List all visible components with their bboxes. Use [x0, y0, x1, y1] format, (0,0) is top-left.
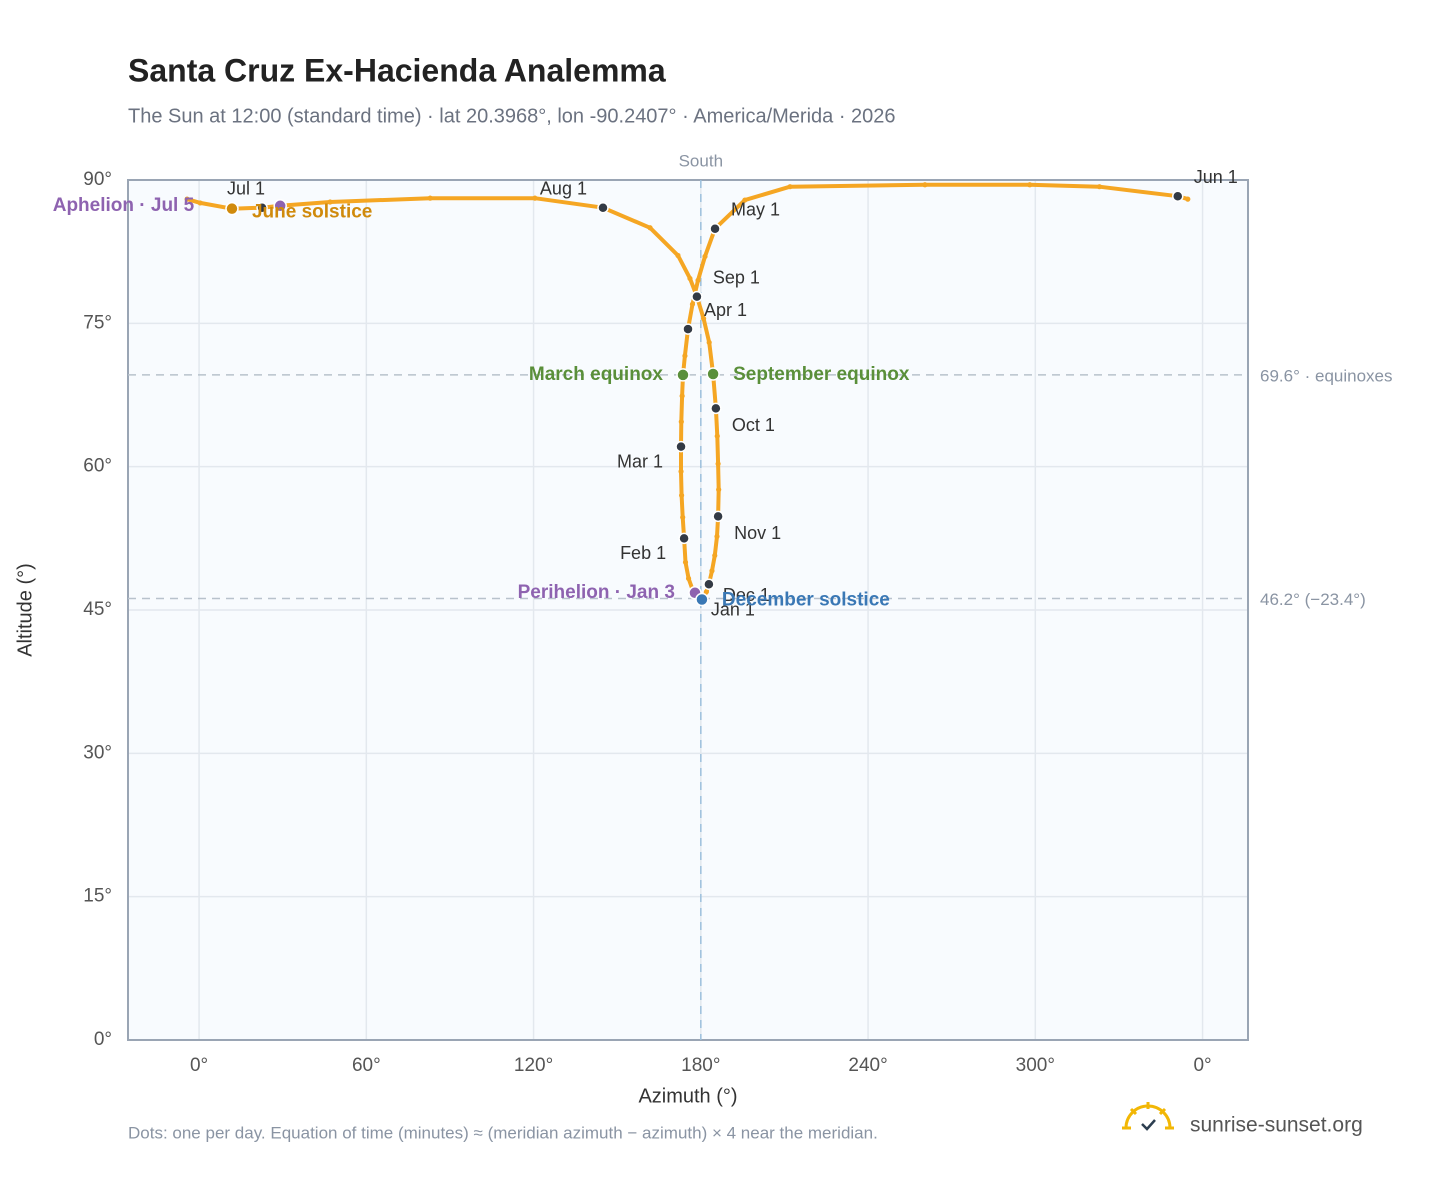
month-label: Apr 1 [704, 300, 747, 320]
month-label: Jul 1 [227, 178, 265, 198]
month-label: Dec 1 [723, 585, 770, 605]
day-dot [922, 182, 928, 188]
event-marker [273, 199, 287, 213]
y-axis-label: Altitude (°) [14, 563, 36, 657]
month-label: Oct 1 [732, 415, 775, 435]
month-label: Jun 1 [1194, 167, 1238, 187]
x-tick-label: 0° [190, 1055, 208, 1076]
event-label: June solstice [252, 202, 372, 223]
month-marker [682, 323, 694, 335]
day-dot [678, 468, 684, 475]
footnote: Dots: one per day. Equation of time (min… [128, 1123, 878, 1142]
month-label: Jan 1 [711, 599, 755, 619]
day-dot [680, 514, 686, 520]
chart-subtitle: The Sun at 12:00 (standard time) · lat 2… [128, 105, 896, 127]
day-dot [1185, 196, 1191, 202]
y-tick-label: 75° [83, 312, 112, 333]
y-tick-label: 90° [83, 169, 112, 190]
day-dot [689, 301, 696, 307]
day-dot [701, 315, 707, 322]
day-dot [703, 589, 709, 595]
month-marker [256, 201, 268, 214]
meridian-label: South [679, 151, 723, 170]
event-label: September equinox [733, 364, 910, 385]
month-marker [678, 532, 690, 545]
month-marker [712, 510, 724, 523]
month-label: Aug 1 [540, 178, 587, 198]
month-label: Mar 1 [617, 451, 663, 471]
chart-title: Santa Cruz Ex-Hacienda Analemma [128, 52, 666, 88]
day-dot [787, 184, 793, 190]
day-dot [706, 339, 712, 346]
day-dot [1027, 182, 1033, 188]
day-dot [695, 277, 701, 283]
event-marker [676, 368, 690, 382]
month-marker [675, 440, 687, 453]
x-tick-label: 180° [681, 1055, 720, 1076]
month-marker [597, 201, 609, 214]
month-label: Sep 1 [713, 267, 760, 287]
day-dot [197, 200, 203, 206]
day-dot [647, 225, 653, 231]
event-marker [225, 201, 239, 216]
y-tick-label: 30° [83, 742, 112, 763]
event-marker [695, 592, 709, 607]
day-dot [532, 195, 538, 201]
day-dot [184, 196, 190, 202]
reference-label: 69.6° · equinoxes [1260, 366, 1393, 385]
month-marker [703, 578, 715, 590]
day-dot [709, 568, 715, 574]
day-dot [327, 199, 333, 205]
event-label: March equinox [529, 364, 664, 385]
y-tick-label: 60° [83, 456, 112, 477]
day-dot [715, 461, 721, 467]
day-dot [678, 419, 684, 425]
month-marker [709, 222, 721, 235]
month-marker [1172, 190, 1184, 202]
day-dot [675, 252, 681, 259]
day-dot [1096, 184, 1103, 190]
day-dot [427, 195, 433, 201]
plot-border [127, 179, 1249, 1041]
brand-icon [1122, 1102, 1174, 1131]
month-label: Nov 1 [734, 523, 781, 543]
y-tick-label: 45° [83, 599, 112, 620]
event-label: December solstice [722, 590, 890, 611]
day-dot [682, 353, 688, 359]
x-tick-label: 240° [848, 1055, 887, 1076]
y-tick-label: 15° [83, 886, 112, 907]
event-label: Perihelion · Jan 3 [518, 582, 675, 603]
reference-label: 46.2° (−23.4°) [1260, 590, 1366, 609]
y-tick-label: 0° [94, 1029, 112, 1050]
day-dot [685, 575, 692, 582]
day-dot [742, 197, 748, 203]
day-dot [687, 275, 693, 282]
day-dot [716, 487, 722, 493]
event-label: Aphelion · Jul 5 [53, 195, 195, 216]
day-dot [679, 393, 685, 399]
month-marker [691, 290, 703, 303]
day-dot [712, 552, 718, 559]
event-marker [706, 367, 720, 381]
month-label: Feb 1 [620, 543, 666, 563]
x-tick-label: 0° [1193, 1055, 1211, 1076]
x-tick-label: 120° [514, 1055, 553, 1076]
x-axis-label: Azimuth (°) [638, 1085, 737, 1107]
day-dot [678, 492, 685, 498]
x-tick-label: 300° [1016, 1055, 1055, 1076]
month-label: May 1 [731, 199, 780, 219]
day-dot [714, 533, 720, 540]
day-dot [682, 559, 689, 565]
day-dot [702, 253, 708, 260]
x-tick-label: 60° [352, 1055, 381, 1076]
brand: sunrise-sunset.org [1190, 1114, 1363, 1137]
month-marker [710, 402, 722, 415]
day-dot [714, 433, 720, 439]
